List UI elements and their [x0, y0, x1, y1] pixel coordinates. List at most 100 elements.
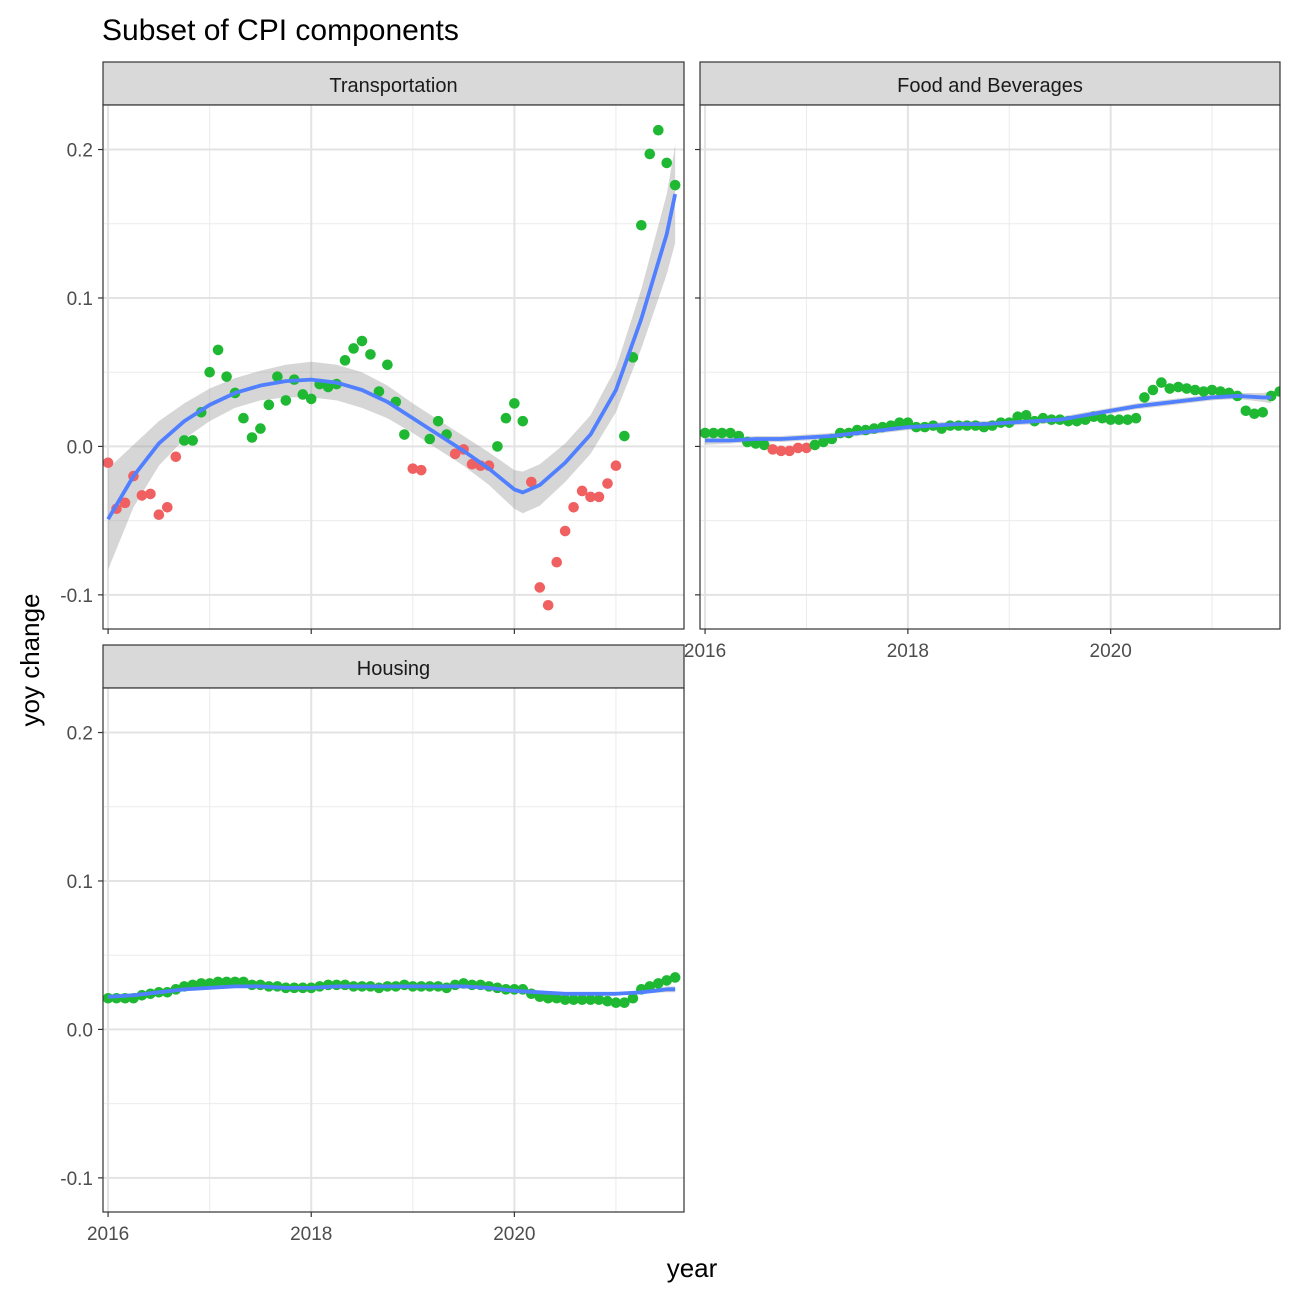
x-tick-label: 2016 [87, 1224, 129, 1245]
data-point [407, 463, 419, 474]
y-tick-label: 0.1 [67, 289, 93, 310]
x-axis-title: year [667, 1253, 718, 1283]
panel-background [700, 105, 1280, 629]
data-point [818, 436, 829, 448]
data-point [669, 972, 681, 983]
data-point [305, 393, 317, 405]
data-point [534, 582, 546, 593]
facet-strip [102, 61, 685, 106]
data-point [297, 389, 309, 400]
data-point [399, 429, 410, 440]
data-point [669, 179, 681, 191]
data-point [466, 458, 478, 470]
data-point [801, 442, 812, 454]
data-point [1274, 386, 1280, 397]
data-point [212, 344, 224, 356]
data-point [716, 427, 728, 439]
data-point [653, 124, 664, 136]
data-point [1020, 409, 1032, 421]
data-point [187, 435, 198, 446]
data-point [559, 525, 571, 537]
data-point [1156, 377, 1167, 388]
data-point [212, 976, 224, 988]
data-point [1113, 414, 1125, 425]
data-point [280, 395, 292, 406]
data-point [178, 435, 190, 446]
data-point [1096, 412, 1108, 424]
data-point [356, 335, 368, 347]
panel-border [102, 104, 685, 630]
y-tick-label: -0.1 [60, 1169, 93, 1190]
panel-transportation: Transportation 0.2 0.1 0.0 -0.1 [60, 61, 685, 634]
y-tick-label: 0.1 [67, 872, 93, 893]
facet-panels: Transportation 0.2 0.1 0.0 -0.1 Food and Beve… [60, 61, 1281, 1245]
data-point [644, 148, 656, 160]
data-point [593, 491, 605, 503]
data-point [644, 981, 656, 992]
data-point [653, 978, 664, 989]
data-point [767, 444, 779, 455]
data-point [602, 478, 613, 489]
data-point [161, 501, 173, 513]
data-point [576, 485, 588, 497]
data-point [593, 994, 605, 1006]
data-point [585, 994, 596, 1006]
data-point [1172, 381, 1184, 393]
data-point [792, 442, 804, 454]
y-tick-label: 0.0 [67, 437, 93, 458]
data-point [708, 427, 719, 439]
data-point [348, 343, 359, 354]
panel-border [102, 687, 685, 1213]
data-point [1164, 383, 1176, 394]
smooth-line [107, 984, 676, 999]
data-point [542, 599, 554, 611]
data-point [784, 445, 795, 457]
facet-strip-label: Housing [357, 658, 430, 680]
data-point [517, 415, 529, 427]
panel-plot-area [103, 688, 684, 1212]
y-tick-label: 0.0 [67, 1020, 93, 1041]
x-tick-label: 2020 [493, 1224, 535, 1245]
data-point [636, 219, 647, 231]
data-point [568, 501, 579, 513]
panel-housing: Housing 0.2 0.1 0.0 -0.1 2016 2018 2020 [60, 644, 685, 1245]
smooth-line [106, 193, 678, 521]
data-point [1105, 414, 1116, 425]
data-point [153, 509, 165, 520]
data-point [758, 439, 770, 451]
data-point [1181, 383, 1193, 394]
data-point [559, 994, 571, 1006]
data-point [661, 157, 673, 169]
data-point [551, 992, 563, 1004]
x-tick-label: 2018 [887, 641, 929, 662]
smooth-line [705, 394, 1272, 443]
panel-border [699, 104, 1281, 630]
panel-plot-area [700, 105, 1280, 629]
data-point [568, 994, 579, 1006]
x-tick-label: 2018 [290, 1224, 332, 1245]
data-point [1215, 386, 1226, 397]
data-point [725, 427, 736, 439]
data-point [775, 445, 787, 457]
data-point [585, 491, 596, 503]
data-point [221, 371, 232, 382]
data-point [136, 490, 148, 501]
data-point [373, 386, 385, 397]
data-point [492, 441, 503, 452]
panel-plot-area [103, 105, 684, 629]
facet-strip-label: Transportation [329, 75, 457, 97]
data-point [255, 423, 266, 434]
data-point [449, 448, 461, 460]
data-point [238, 412, 249, 424]
y-tick-label: 0.2 [67, 141, 93, 162]
data-point [1249, 408, 1260, 420]
y-axis-title: yoy change [15, 594, 45, 727]
data-point [432, 415, 444, 427]
data-point [1139, 392, 1150, 403]
data-point [610, 460, 622, 472]
data-point [1130, 412, 1142, 424]
data-point [1122, 414, 1133, 425]
data-point [322, 381, 334, 393]
panel-food-and-beverages: Food and Beverages 2016 2018 2020 [684, 61, 1281, 662]
